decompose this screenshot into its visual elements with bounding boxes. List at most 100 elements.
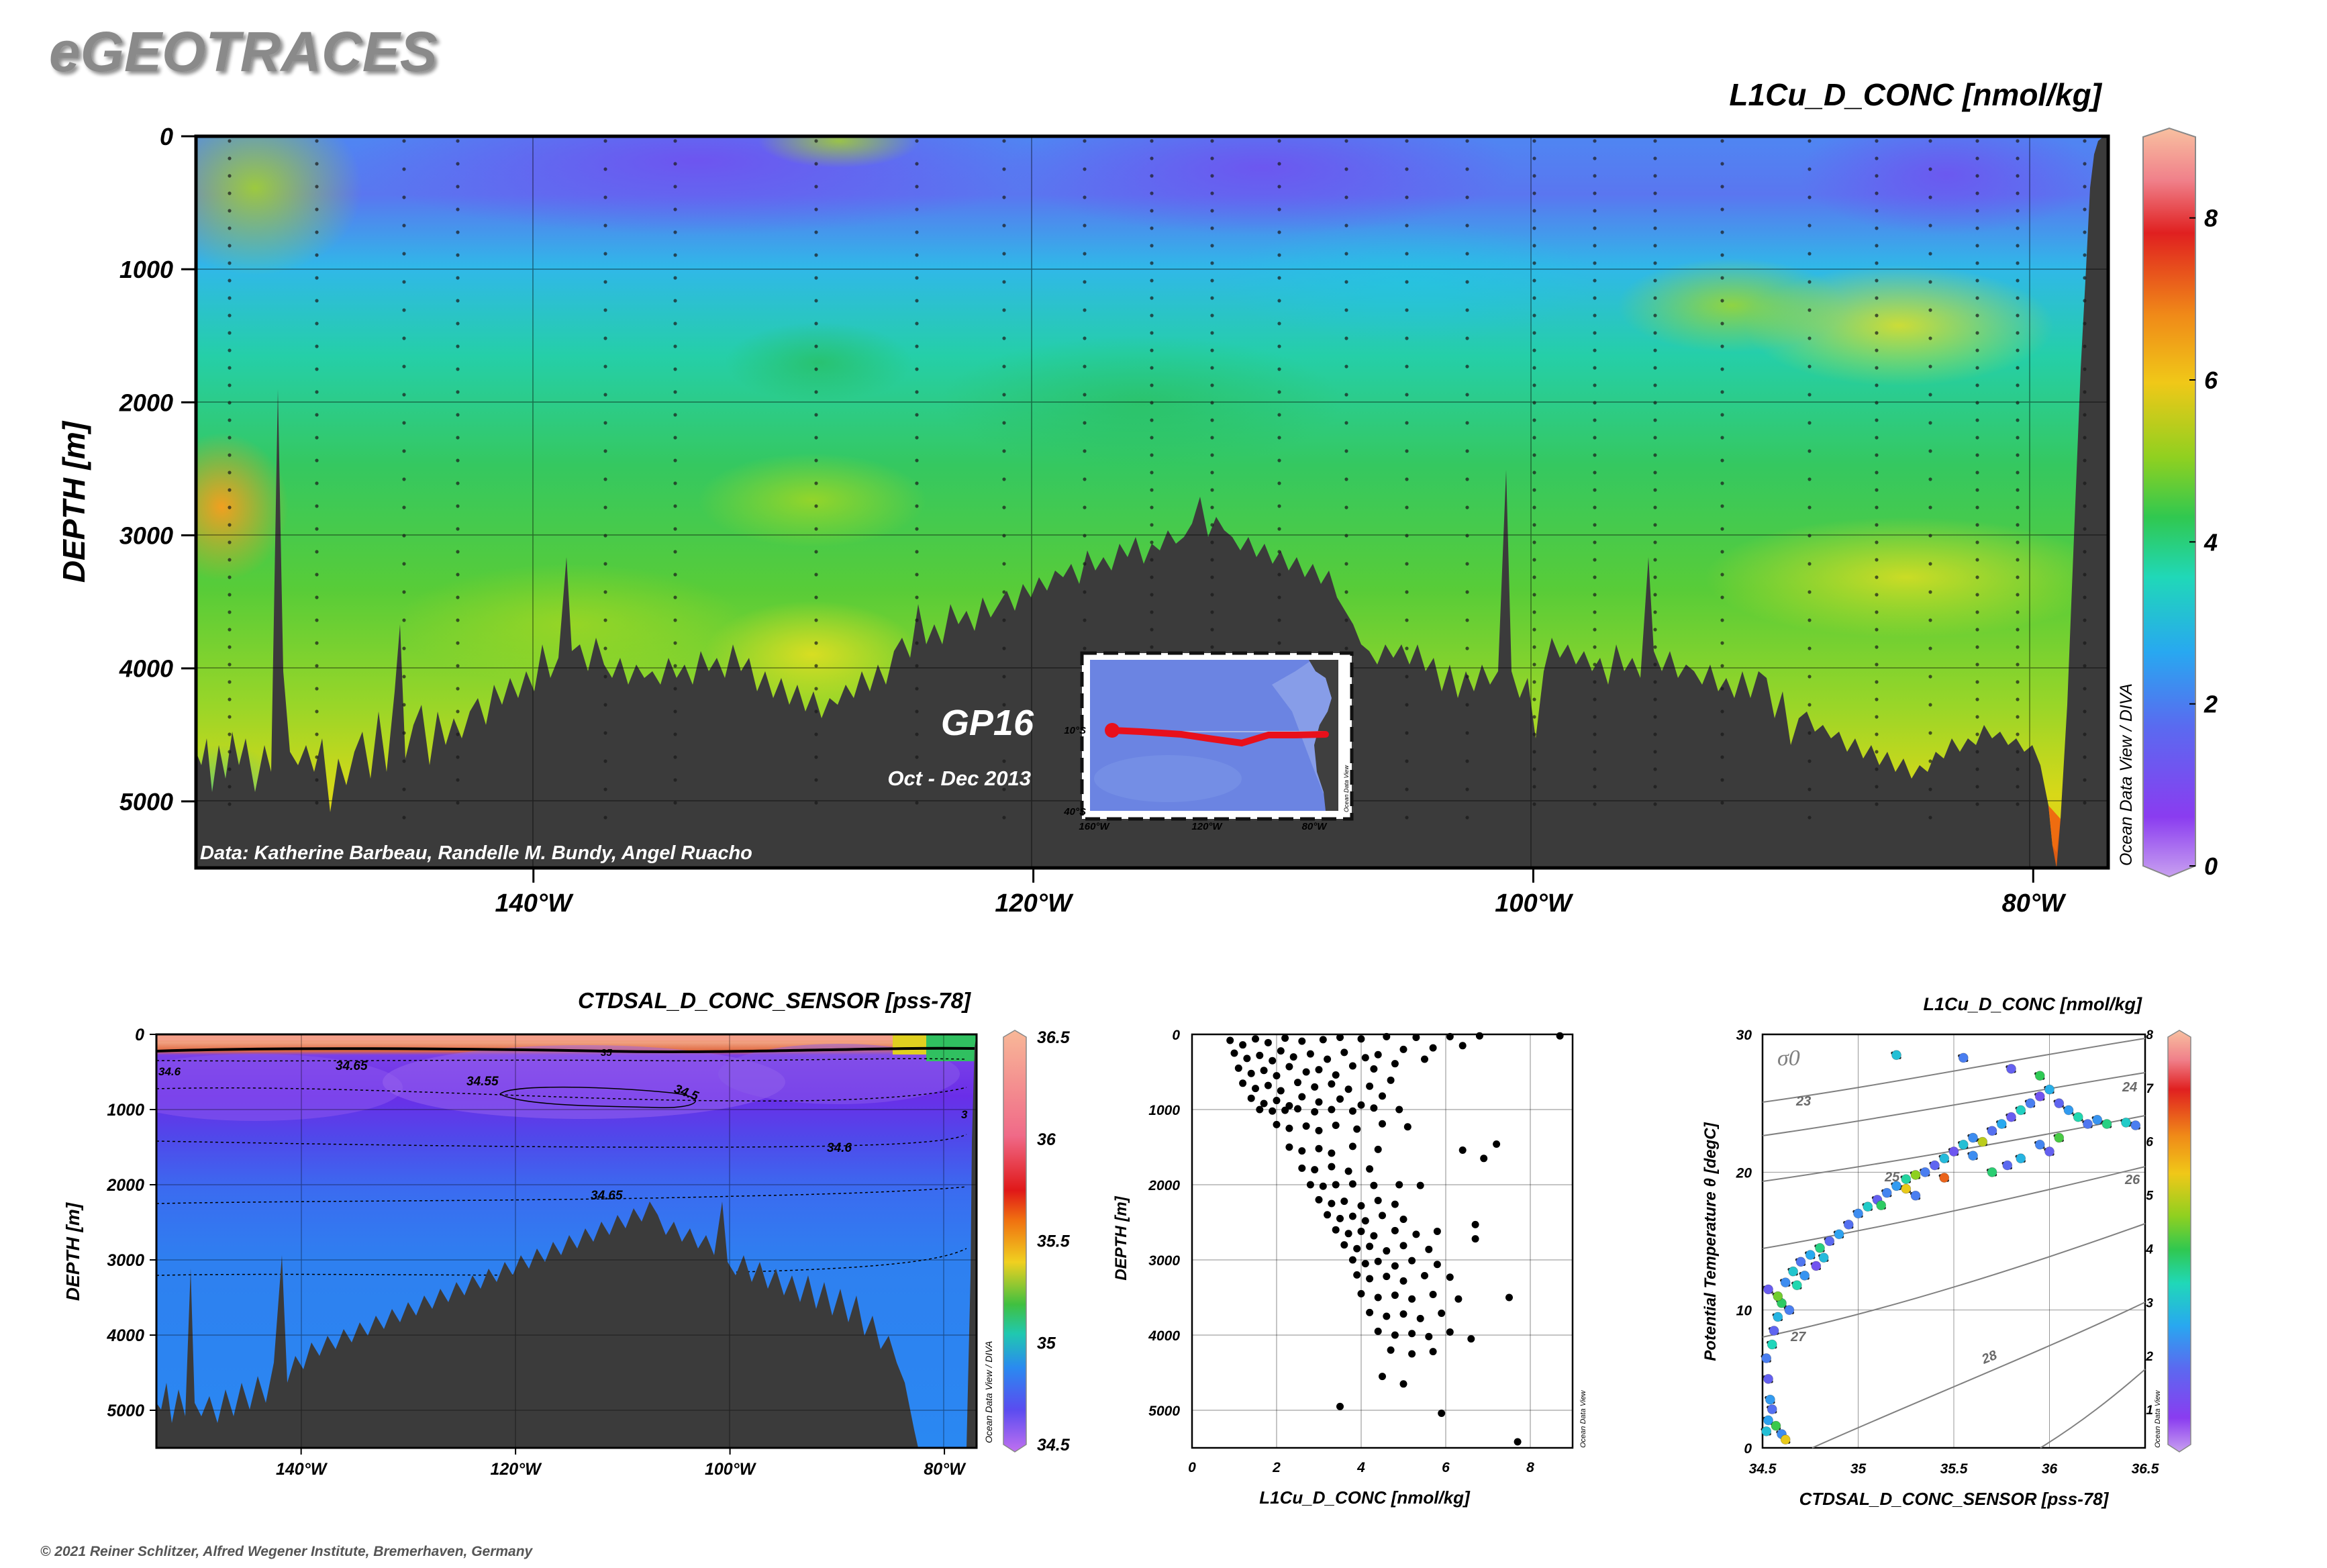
profile-point: [1395, 1181, 1403, 1189]
salinity-colorbar-label: 36: [1037, 1130, 1056, 1149]
ts-point: [1763, 1284, 1773, 1295]
profile-y-tick-label: 2000: [1148, 1178, 1180, 1193]
profile-point: [1391, 1200, 1399, 1208]
salinity-x-axis: 140°W 120°W 100°W 80°W: [276, 1448, 967, 1479]
profile-point: [1306, 1050, 1314, 1058]
ts-point: [2025, 1098, 2036, 1109]
profile-y-axis: 0 1000 2000 3000 4000 5000: [1148, 1028, 1180, 1419]
profile-point: [1332, 1181, 1340, 1189]
profile-point: [1366, 1308, 1374, 1316]
profile-point: [1319, 1182, 1327, 1190]
ts-point: [1920, 1167, 1930, 1177]
main-x-tick-label: 140°W: [495, 889, 575, 918]
profile-point: [1433, 1261, 1441, 1269]
ts-point: [1767, 1404, 1777, 1414]
profile-point: [1332, 1071, 1340, 1079]
ts-point: [2002, 1160, 2013, 1171]
profile-points: [1226, 1032, 1564, 1446]
profile-point: [1256, 1051, 1264, 1059]
profile-point: [1416, 1314, 1424, 1322]
isopycnal-label: 24: [2122, 1080, 2137, 1095]
ts-y-tick-label: 0: [1744, 1441, 1752, 1457]
ts-point: [2054, 1098, 2065, 1109]
profile-point: [1273, 1072, 1281, 1080]
main-frame: [194, 134, 2110, 870]
main-colorbar-label: 0: [2204, 852, 2218, 880]
profile-point: [1302, 1068, 1310, 1076]
main-section-chart: L1Cu_D_CONC [nmol/kg]: [56, 77, 2218, 918]
profile-point: [1285, 1063, 1293, 1071]
profile-point: [1344, 1167, 1352, 1175]
profile-point: [1357, 1289, 1365, 1297]
profile-point: [1366, 1242, 1374, 1251]
profile-point: [1357, 1101, 1365, 1109]
profile-point: [1328, 1106, 1336, 1114]
profile-point: [1408, 1295, 1416, 1303]
main-data-credit: Data: Katherine Barbeau, Randelle M. Bun…: [200, 842, 752, 864]
ts-point: [2083, 1119, 2093, 1129]
profile-point: [1357, 1202, 1365, 1210]
main-y-tick-label: 0: [160, 123, 173, 150]
ts-point: [1891, 1181, 1901, 1191]
ts-point: [1881, 1187, 1892, 1198]
ts-point: [1818, 1253, 1829, 1263]
profile-point: [1239, 1041, 1247, 1049]
main-y-tick-label: 1000: [119, 256, 173, 283]
ts-point: [1996, 1119, 2007, 1129]
salinity-contour-label: 3: [961, 1108, 968, 1121]
profile-point: [1391, 1060, 1399, 1068]
salinity-colorbar-label: 36.5: [1037, 1028, 1071, 1047]
profile-point: [1298, 1147, 1306, 1155]
ts-point: [1968, 1132, 1978, 1143]
salinity-y-tick-label: 5000: [107, 1402, 144, 1420]
ts-point: [2016, 1153, 2026, 1164]
ts-colorbar-label: 1: [2146, 1404, 2153, 1418]
main-seafloor: [196, 136, 2108, 868]
profile-point: [1505, 1293, 1513, 1302]
profile-point: [1379, 1373, 1386, 1381]
profile-point: [1374, 1293, 1382, 1302]
isopycnal-label: 23: [1795, 1094, 1811, 1109]
ts-sigma-label: σ0: [1777, 1046, 1800, 1071]
profile-point: [1315, 1195, 1323, 1204]
profile-point: [1387, 1346, 1395, 1354]
profile-point: [1374, 1050, 1382, 1059]
profile-point: [1336, 1095, 1344, 1103]
main-sample-dots: [228, 139, 2087, 820]
profile-point: [1332, 1122, 1340, 1130]
profile-point: [1315, 1126, 1323, 1134]
profile-point: [1348, 1062, 1356, 1070]
profile-point: [1234, 1064, 1242, 1072]
ts-point: [1939, 1153, 1950, 1164]
profile-point: [1416, 1181, 1424, 1189]
ts-y-axis: 0 10 20 30: [1736, 1028, 1752, 1457]
profile-point: [1348, 1212, 1356, 1220]
salinity-contour-label: 35: [601, 1047, 612, 1059]
profile-point: [1391, 1262, 1399, 1270]
profile-point: [1324, 1211, 1332, 1219]
profile-point: [1252, 1035, 1259, 1043]
profile-y-tick-label: 4000: [1148, 1328, 1180, 1344]
inset-lon-label: 160°W: [1079, 821, 1110, 832]
profile-point: [1391, 1291, 1399, 1300]
profile-point: [1425, 1245, 1433, 1253]
ts-point: [1910, 1170, 1921, 1180]
ts-colorbar-label: 2: [2145, 1350, 2153, 1364]
profile-point: [1264, 1081, 1272, 1089]
main-y-tick-label: 5000: [119, 788, 173, 816]
profile-point: [1273, 1097, 1281, 1105]
profile-point: [1383, 1312, 1391, 1320]
profile-point: [1408, 1330, 1416, 1338]
salinity-contour-label: 34.6: [827, 1141, 852, 1155]
profile-point: [1328, 1080, 1336, 1088]
profile-point: [1273, 1120, 1281, 1128]
profile-y-tick-label: 5000: [1148, 1404, 1180, 1419]
main-x-tick-label: 80°W: [2002, 889, 2067, 918]
ts-point: [1891, 1050, 1901, 1061]
profile-y-tick-label: 3000: [1148, 1253, 1180, 1269]
profile-point: [1399, 1242, 1407, 1250]
main-x-tick-label: 120°W: [995, 889, 1074, 918]
section-name-label: GP16: [941, 703, 1034, 743]
salinity-colorbar-label: 35: [1037, 1334, 1056, 1353]
profile-point: [1260, 1099, 1268, 1108]
